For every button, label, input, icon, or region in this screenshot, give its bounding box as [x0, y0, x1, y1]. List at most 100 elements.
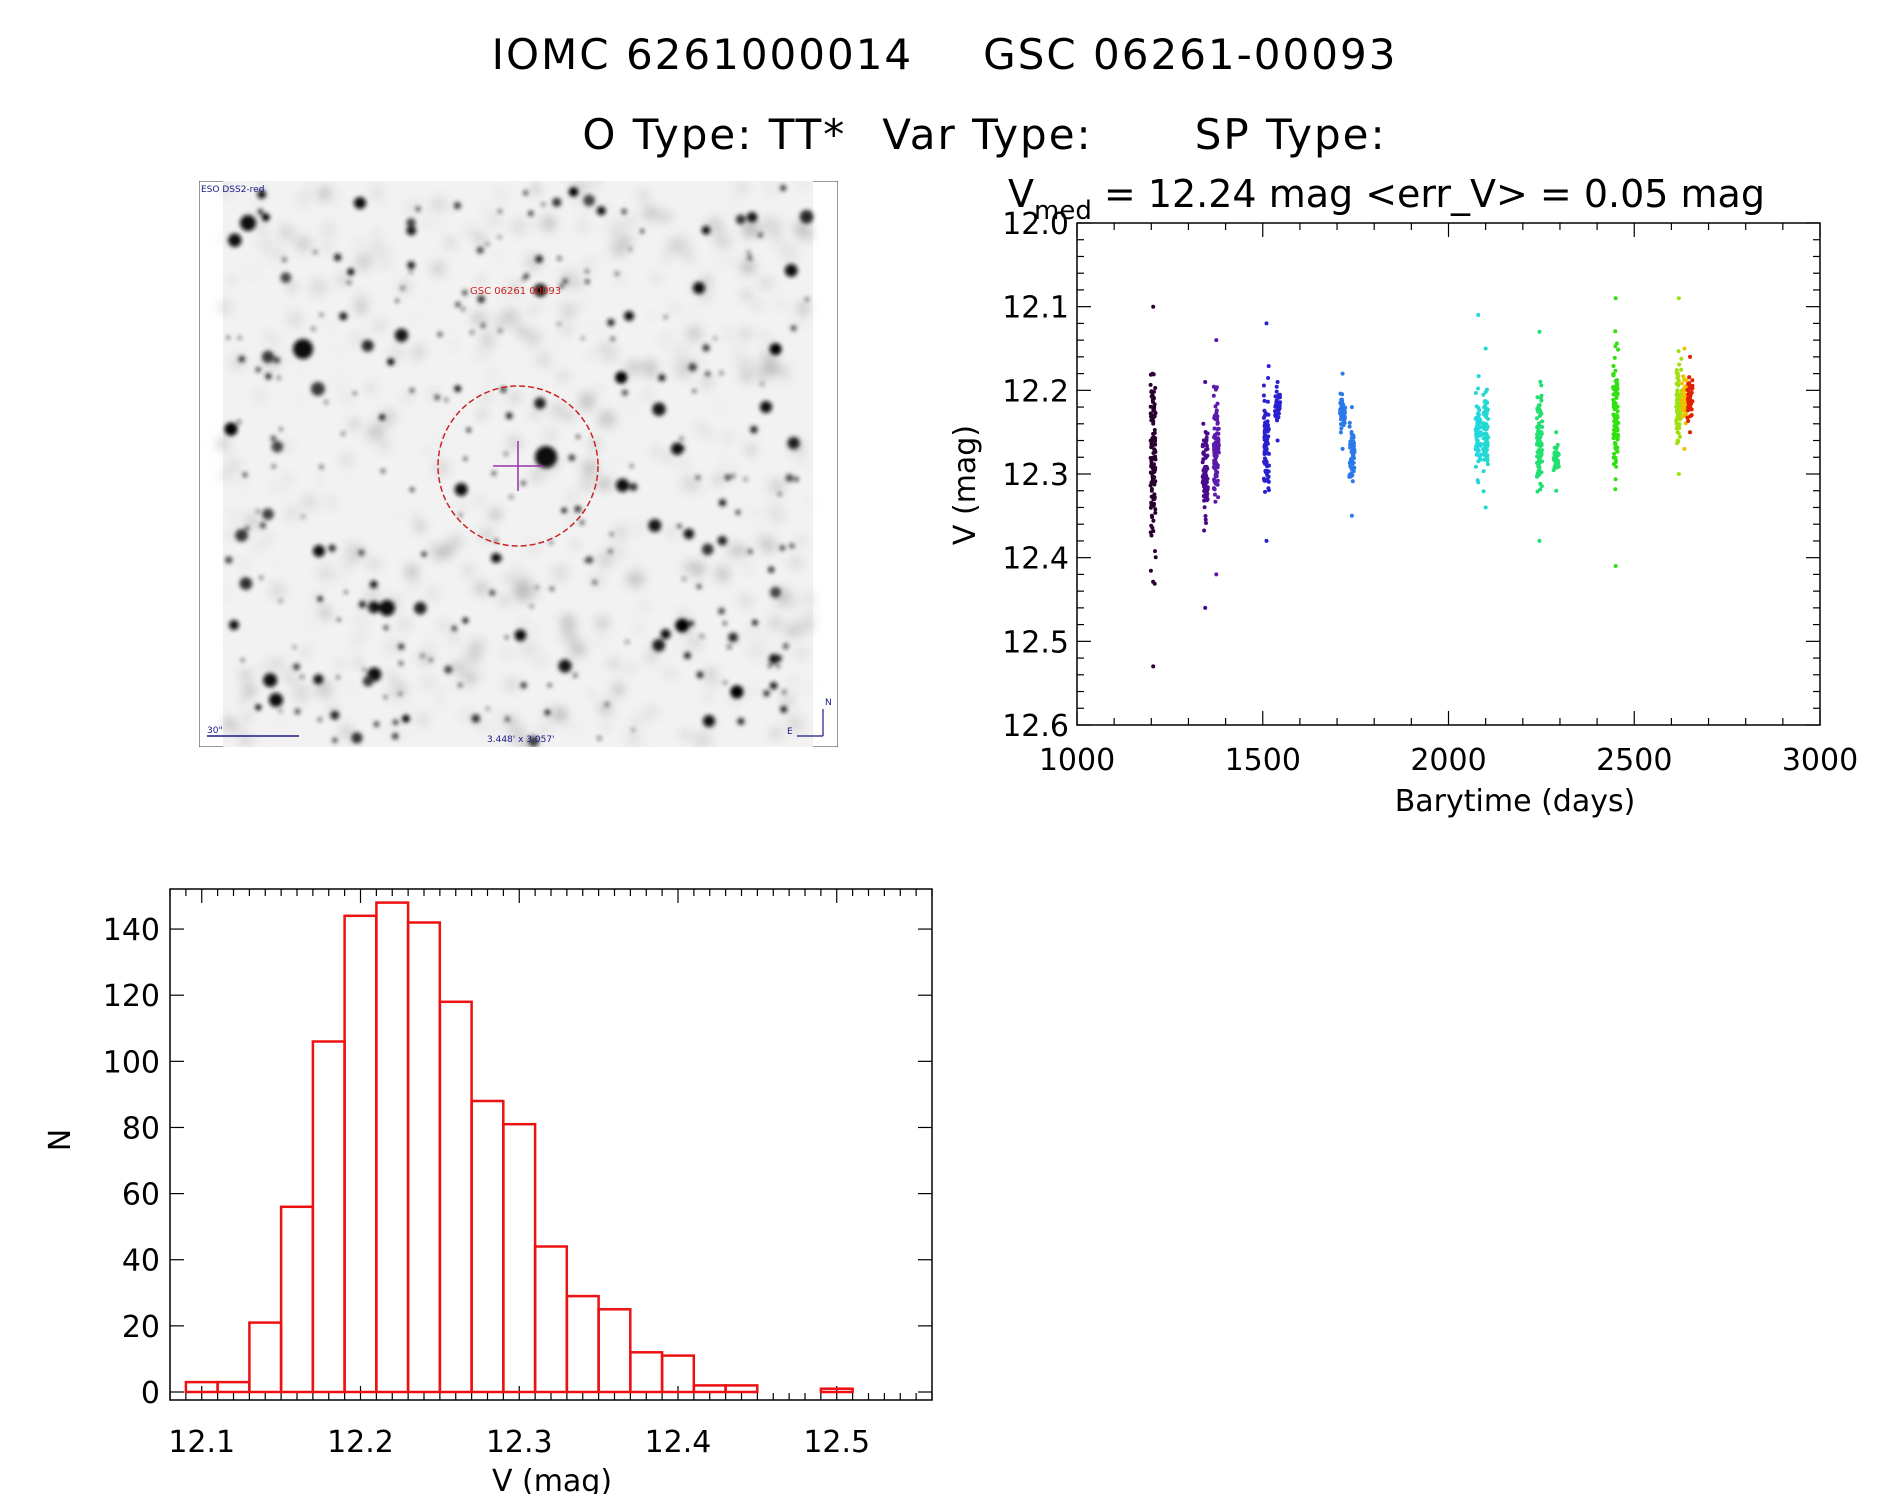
data-point	[1553, 453, 1557, 457]
histogram-bar	[597, 1308, 632, 1394]
data-point	[1266, 469, 1271, 474]
data-point	[1613, 435, 1618, 440]
data-point	[1265, 469, 1270, 474]
data-point	[1474, 432, 1479, 436]
east-label: E	[787, 727, 793, 737]
star	[523, 273, 530, 279]
light-curve-title-sub: med	[1034, 196, 1092, 226]
sky-noise-blob	[412, 511, 422, 521]
sky-noise-blob	[642, 360, 657, 375]
sky-noise-blob	[795, 535, 808, 548]
data-point	[1552, 451, 1557, 456]
sky-noise-blob	[587, 320, 604, 337]
data-point	[1475, 423, 1480, 428]
data-point	[1677, 426, 1682, 430]
sky-noise-blob	[690, 561, 706, 577]
star	[228, 233, 242, 247]
data-point	[1674, 397, 1679, 402]
data-point	[1681, 374, 1686, 379]
sky-noise-blob	[455, 639, 467, 652]
star	[723, 621, 727, 625]
data-point	[1475, 444, 1480, 449]
star	[731, 474, 735, 478]
data-point	[1476, 386, 1480, 391]
data-point	[1339, 413, 1344, 418]
data-point	[1552, 451, 1557, 456]
star	[491, 553, 501, 563]
data-point	[1149, 487, 1154, 491]
star	[558, 659, 572, 673]
star	[585, 556, 594, 564]
data-point	[1690, 383, 1695, 388]
data-point	[1261, 393, 1266, 398]
sky-noise-blob	[793, 222, 808, 236]
data-point	[1535, 442, 1539, 447]
data-point	[1538, 444, 1543, 448]
data-point	[1202, 479, 1207, 484]
data-point	[1540, 425, 1545, 429]
star	[723, 680, 727, 685]
data-point	[1556, 464, 1561, 469]
data-point	[1211, 486, 1216, 491]
sky-noise-blob	[644, 650, 658, 664]
data-point	[1203, 605, 1208, 610]
data-point	[1339, 410, 1344, 415]
data-point	[1342, 414, 1347, 419]
data-point	[1555, 463, 1560, 468]
data-point	[1205, 453, 1210, 458]
sky-noise-blob	[669, 357, 677, 365]
data-point	[1474, 415, 1479, 420]
light-curve-title-v: V	[1008, 172, 1034, 216]
data-point	[1342, 414, 1347, 418]
data-point	[1613, 401, 1618, 406]
data-point	[1688, 385, 1693, 390]
data-point	[1215, 482, 1220, 487]
histogram-bar	[629, 1351, 664, 1394]
data-point	[1347, 473, 1352, 478]
sky-noise-blob	[371, 318, 388, 334]
data-point	[1675, 388, 1680, 393]
data-point	[1351, 439, 1356, 444]
data-point	[1352, 450, 1357, 455]
data-point	[1686, 400, 1691, 405]
sky-noise-blob	[559, 302, 577, 320]
data-point	[1555, 453, 1560, 458]
data-point	[1688, 395, 1692, 400]
sky-noise-blob	[626, 730, 642, 747]
sky-noise-blob	[473, 286, 482, 295]
data-point	[1215, 438, 1220, 443]
data-point	[1149, 533, 1154, 538]
data-point	[1201, 457, 1206, 462]
sky-noise-blob	[514, 585, 531, 602]
star	[358, 549, 365, 556]
data-point	[1212, 416, 1217, 420]
data-point	[1539, 393, 1544, 398]
sky-noise-blob	[704, 667, 717, 681]
star	[505, 635, 509, 639]
data-point	[1476, 418, 1480, 423]
sky-noise-blob	[489, 444, 508, 463]
data-point	[1475, 452, 1480, 457]
data-point	[1614, 427, 1619, 432]
data-point	[1680, 406, 1685, 411]
data-point	[1262, 478, 1267, 483]
star	[605, 702, 609, 707]
data-point	[1476, 411, 1480, 416]
star	[610, 532, 614, 536]
sky-noise-blob	[644, 705, 659, 720]
data-point	[1481, 436, 1486, 441]
data-point	[1686, 395, 1691, 400]
sky-noise-blob	[243, 712, 254, 723]
sky-noise-blob	[661, 253, 670, 263]
star	[615, 271, 619, 276]
star	[280, 272, 292, 283]
data-point	[1153, 411, 1158, 415]
data-point	[1689, 401, 1693, 406]
sky-noise-blob	[598, 701, 613, 716]
star	[784, 264, 798, 277]
data-point	[1350, 465, 1354, 469]
data-point	[1215, 446, 1220, 451]
data-point	[1263, 461, 1268, 466]
data-point	[1475, 420, 1480, 425]
data-point	[1274, 411, 1279, 416]
